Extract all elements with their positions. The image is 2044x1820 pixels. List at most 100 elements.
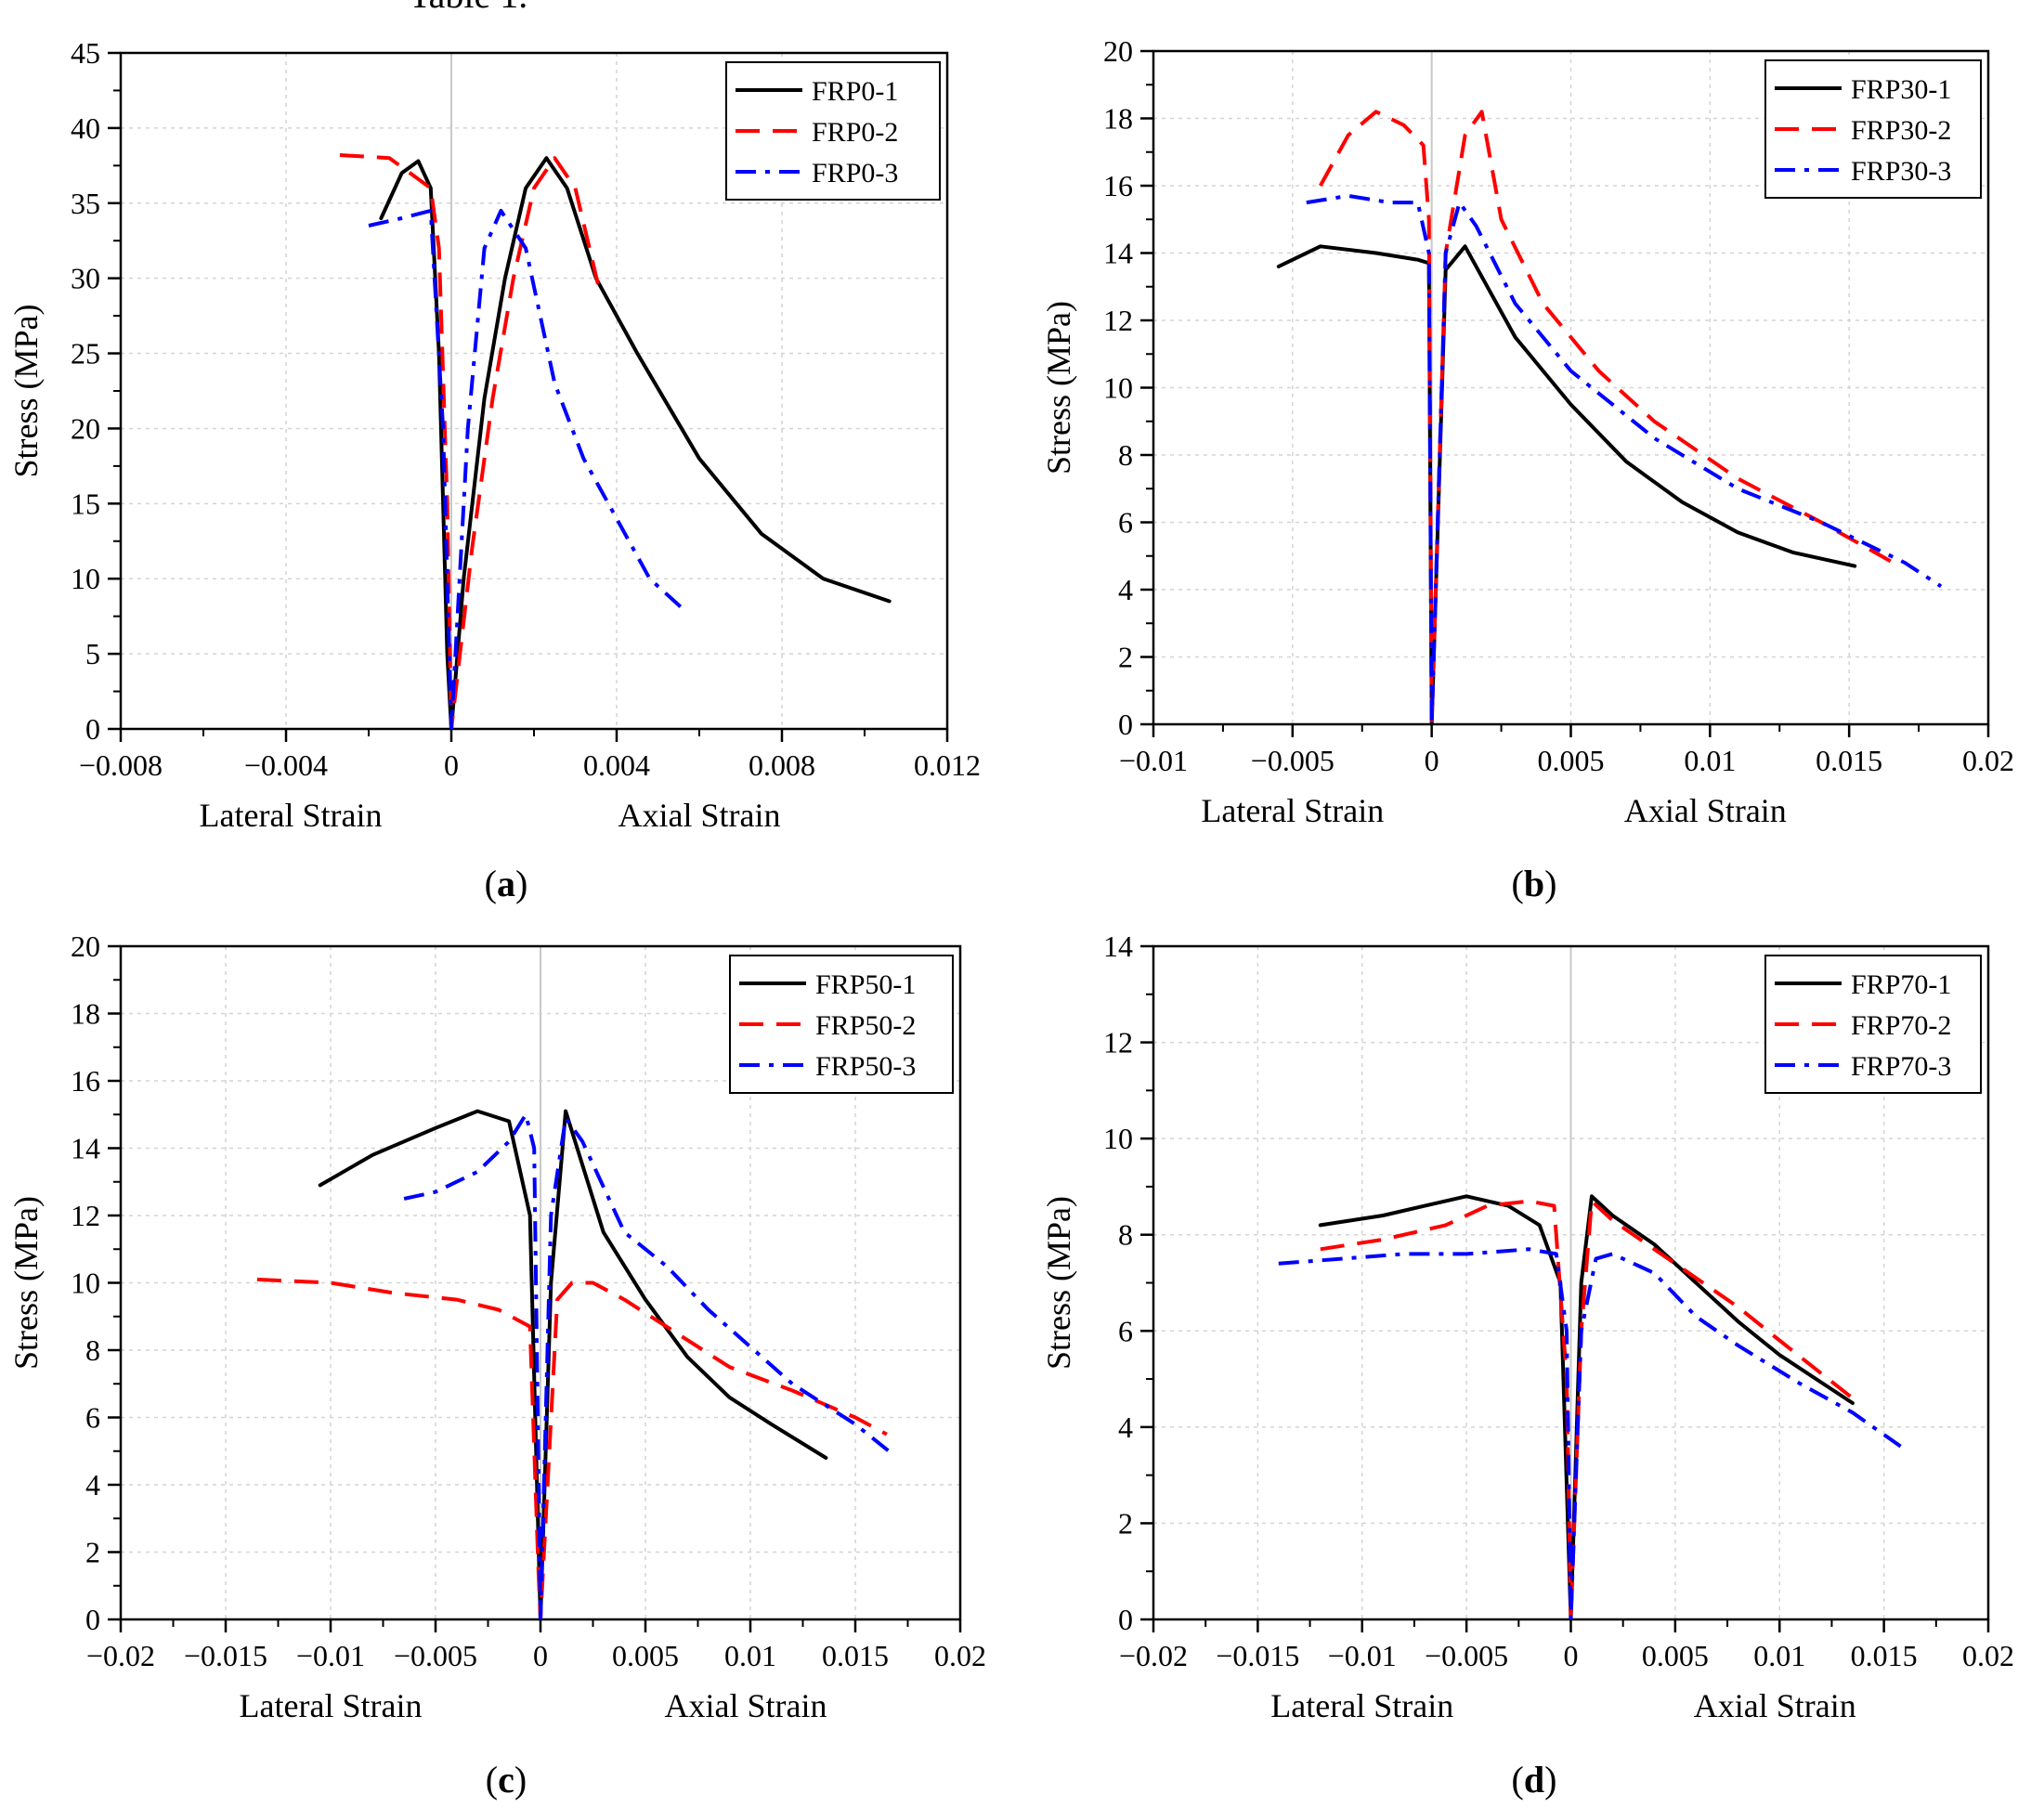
y-tick-label: 8	[1118, 1218, 1133, 1252]
legend-label: FRP0-2	[812, 117, 898, 148]
legend-label: FRP30-1	[1851, 74, 1951, 105]
x-tick-label: −0.005	[1425, 1639, 1508, 1672]
x-tick-label: 0.012	[914, 748, 981, 782]
legend-label: FRP50-3	[815, 1051, 916, 1082]
legend-label: FRP70-1	[1851, 969, 1951, 1000]
y-tick-label: 4	[1118, 1410, 1133, 1444]
series-line-frp50-3	[403, 1112, 894, 1619]
series-line-frp30-1	[1276, 244, 1857, 724]
panel-caption: (b)	[1512, 863, 1557, 904]
x-axis-label-axial: Axial Strain	[1694, 1687, 1856, 1724]
legend-box	[725, 61, 941, 201]
x-tick-label: 0.01	[1684, 744, 1736, 777]
x-axis-label-lateral: Lateral Strain	[240, 1687, 423, 1724]
chart-panel-a: −0.008 −0.004 0 0.004 0.008 0.012 0 5 10 15 20 25 30…	[7, 36, 981, 904]
x-tick-label: 0.004	[583, 748, 650, 782]
y-tick-label: 12	[1103, 1026, 1133, 1060]
x-tick-label: 0.005	[1538, 744, 1605, 777]
series-line-frp0-3	[368, 208, 684, 729]
y-axis-label: Stress (MPa)	[7, 305, 45, 478]
series-line-frp70-3	[1278, 1247, 1902, 1619]
y-tick-label: 10	[1103, 1122, 1133, 1155]
y-tick-label: 6	[1118, 1314, 1133, 1347]
series-line-frp50-2	[256, 1277, 888, 1619]
y-tick-label: 12	[1103, 304, 1133, 337]
y-tick-label: 45	[71, 36, 100, 70]
y-tick-label: 20	[1103, 34, 1133, 68]
x-tick-label: −0.01	[1119, 744, 1188, 777]
y-tick-label: 0	[1118, 1603, 1133, 1636]
y-tick-label: 16	[71, 1064, 100, 1098]
legend-label: FRP50-1	[815, 969, 916, 1000]
legend-box	[1764, 59, 1982, 199]
x-tick-label: 0.015	[1816, 744, 1882, 777]
legend-label: FRP0-1	[812, 76, 898, 107]
x-tick-label: −0.015	[1216, 1639, 1299, 1672]
x-tick-label: −0.008	[79, 748, 163, 782]
panel-caption: (d)	[1512, 1759, 1557, 1800]
y-tick-label: 18	[71, 997, 100, 1031]
x-tick-label: 0.005	[612, 1639, 679, 1672]
series-line-frp0-1	[379, 156, 892, 729]
x-tick-label: 0.02	[1962, 744, 2014, 777]
x-tick-label: −0.005	[1251, 744, 1334, 777]
series-group	[339, 153, 892, 729]
legend-label: FRP30-3	[1851, 156, 1951, 187]
y-axis-label: Stress (MPa)	[1040, 1196, 1077, 1370]
x-tick-label: 0	[533, 1639, 548, 1672]
y-tick-label: 6	[1118, 506, 1133, 540]
x-tick-label: −0.02	[1119, 1639, 1188, 1672]
x-axis-label-lateral: Lateral Strain	[1270, 1687, 1453, 1724]
y-tick-label: 8	[85, 1333, 100, 1367]
chart-panel-d: −0.02 −0.015 −0.01 −0.005 0 0.005 0.01 0.015 0.0…	[1040, 930, 2014, 1800]
legend: FRP30-1 FRP30-2 FRP30-3	[1764, 59, 1982, 199]
x-tick-label: −0.02	[86, 1639, 155, 1672]
x-tick-label: 0	[444, 748, 459, 782]
series-line-frp30-3	[1306, 193, 1943, 724]
y-tick-label: 0	[85, 1603, 100, 1636]
y-tick-label: 5	[85, 637, 100, 670]
panel-caption: (c)	[486, 1759, 527, 1800]
y-tick-label: 0	[85, 712, 100, 746]
x-tick-label: 0.015	[1851, 1639, 1918, 1672]
y-tick-label: 8	[1118, 438, 1133, 472]
legend-box	[729, 955, 954, 1094]
y-tick-label: 40	[71, 111, 100, 145]
y-tick-label: 12	[71, 1199, 100, 1232]
x-tick-label: 0.005	[1642, 1639, 1709, 1672]
y-tick-label: 14	[1103, 237, 1133, 270]
legend-label: FRP0-3	[812, 158, 898, 188]
series-line-frp30-2	[1319, 110, 1901, 724]
legend-label: FRP70-2	[1851, 1010, 1951, 1041]
x-tick-label: −0.004	[244, 748, 328, 782]
series-group	[1276, 110, 1943, 724]
series-line-frp70-2	[1320, 1199, 1855, 1619]
legend-label: FRP50-2	[815, 1010, 916, 1041]
series-group	[256, 1109, 894, 1619]
x-tick-label: −0.015	[184, 1639, 267, 1672]
y-tick-label: 25	[71, 337, 100, 370]
y-tick-label: 30	[71, 262, 100, 295]
x-axis-label-axial: Axial Strain	[618, 797, 781, 834]
x-tick-label: 0	[1425, 744, 1439, 777]
x-tick-label: 0.008	[749, 748, 815, 782]
series-line-frp0-2	[339, 153, 603, 729]
x-tick-label: 0.02	[1962, 1639, 2014, 1672]
y-tick-label: 2	[85, 1536, 100, 1569]
series-line-frp50-1	[318, 1109, 828, 1619]
y-tick-label: 2	[1118, 1506, 1133, 1540]
x-axis-label-axial: Axial Strain	[1624, 792, 1787, 829]
legend: FRP0-1 FRP0-2 FRP0-3	[725, 61, 941, 201]
x-axis-label-lateral: Lateral Strain	[200, 797, 383, 834]
y-tick-label: 0	[1118, 708, 1133, 741]
y-tick-label: 16	[1103, 169, 1133, 202]
y-tick-label: 15	[71, 487, 100, 520]
x-tick-label: −0.01	[1328, 1639, 1397, 1672]
legend-label: FRP30-2	[1851, 115, 1951, 146]
y-tick-label: 14	[1103, 930, 1133, 963]
y-tick-label: 6	[85, 1401, 100, 1435]
legend-box	[1764, 955, 1982, 1094]
y-tick-label: 35	[71, 187, 100, 220]
header-text: Table 1.	[409, 0, 527, 16]
x-tick-label: −0.01	[296, 1639, 365, 1672]
